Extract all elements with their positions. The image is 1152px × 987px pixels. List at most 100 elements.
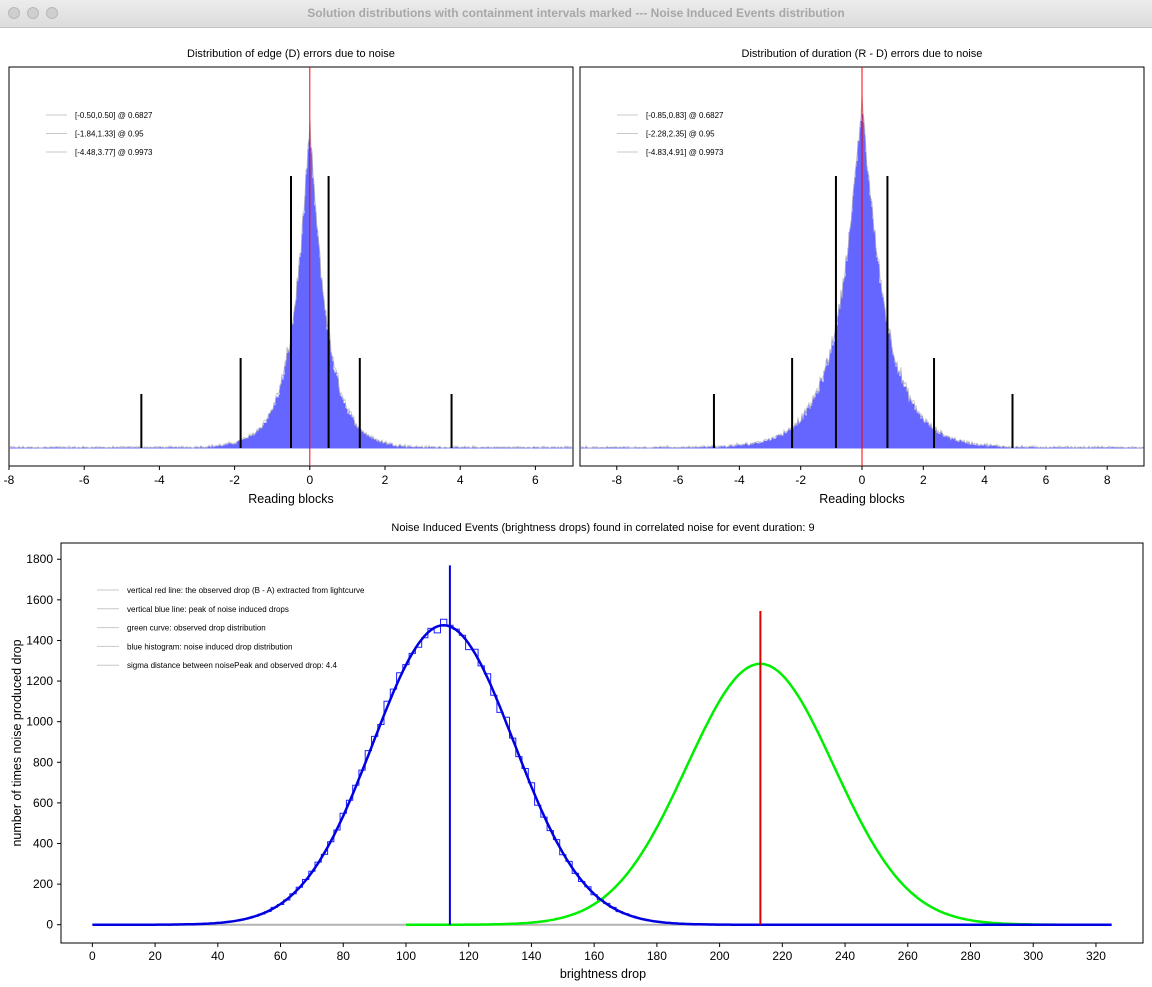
histogram-bar: [606, 447, 608, 448]
histogram-bar: [899, 376, 901, 448]
histogram-bar: [248, 435, 250, 448]
close-window-button[interactable]: [8, 7, 20, 19]
histogram-bar: [404, 445, 406, 448]
histogram-bar: [337, 377, 339, 448]
histogram-bar: [998, 446, 1000, 448]
histogram-bar: [731, 445, 733, 448]
histogram-bar: [872, 218, 874, 448]
histogram-bar: [989, 445, 991, 448]
histogram-bar: [781, 435, 783, 448]
legend-entry: [-4.83,4.91] @ 0.9973: [646, 148, 724, 157]
histogram-bar: [1111, 447, 1113, 448]
histogram-bar: [1097, 447, 1099, 448]
dist-chart-1: Distribution of edge (D) errors due to n…: [4, 48, 574, 506]
histogram-bar: [655, 446, 657, 448]
histogram-bar: [800, 420, 802, 448]
histogram-bar: [272, 408, 274, 448]
histogram-bar: [799, 421, 801, 448]
histogram-bar: [468, 447, 470, 448]
histogram-bar: [965, 443, 967, 448]
histogram-bar: [986, 444, 988, 448]
histogram-bar: [732, 446, 734, 448]
minimize-window-button[interactable]: [27, 7, 39, 19]
histogram-bar: [802, 419, 804, 448]
chart-title: Distribution of duration (R - D) errors …: [742, 48, 983, 60]
histogram-bar: [231, 444, 233, 448]
histogram-bar: [845, 257, 847, 448]
histogram-bar: [919, 413, 921, 448]
zoom-window-button[interactable]: [46, 7, 58, 19]
histogram-bar: [472, 447, 474, 448]
histogram-bar: [229, 442, 231, 448]
legend-entry: [-1.84,1.33] @ 0.95: [75, 130, 144, 139]
legend-entry: [-4.48,3.77] @ 0.9973: [75, 148, 153, 157]
histogram-bar: [691, 447, 693, 448]
histogram-bar: [214, 446, 216, 448]
histogram-bar: [794, 425, 796, 448]
histogram-bar: [846, 260, 848, 448]
histogram-bar: [756, 443, 758, 448]
histogram-bar: [249, 435, 251, 448]
histogram-bar: [112, 447, 114, 448]
histogram-bar: [745, 443, 747, 448]
noise-events-chart: Noise Induced Events (brightness drops) …: [10, 522, 1144, 981]
window-title: Solution distributions with containment …: [307, 6, 845, 20]
x-tick-label: -2: [795, 473, 806, 487]
histogram-bar: [245, 437, 247, 448]
histogram-bar: [820, 378, 822, 448]
histogram-bar: [708, 446, 710, 448]
histogram-bar: [728, 446, 730, 448]
histogram-bar: [856, 160, 858, 448]
histogram-bar: [294, 305, 296, 448]
histogram-bar: [205, 447, 207, 448]
histogram-bar: [837, 315, 839, 448]
histogram-bar: [746, 443, 748, 448]
histogram-bar: [983, 444, 985, 448]
legend-entry: [-0.85,0.83] @ 0.6827: [646, 111, 724, 120]
histogram-bar: [841, 297, 843, 448]
histogram-bar: [278, 394, 280, 448]
histogram-bar: [895, 366, 897, 448]
histogram-bar: [769, 440, 771, 448]
histogram-bar: [738, 444, 740, 448]
histogram-bar: [271, 409, 273, 448]
histogram-bar: [400, 445, 402, 448]
histogram-bar: [386, 444, 388, 448]
histogram-bar: [766, 440, 768, 448]
histogram-bar: [797, 420, 799, 448]
histogram-bar: [938, 433, 940, 448]
histogram-bar: [667, 447, 669, 448]
histogram-bar: [391, 443, 393, 448]
histogram-bar: [360, 429, 362, 448]
histogram-bar: [925, 420, 927, 448]
histogram-bar: [700, 447, 702, 448]
histogram-bar: [980, 444, 982, 448]
histogram-bar: [644, 447, 646, 448]
histogram-bar: [611, 447, 613, 448]
histogram-bar: [246, 437, 248, 448]
histogram-bar: [293, 311, 295, 448]
x-tick-label: 120: [459, 949, 479, 963]
histogram-bar: [894, 362, 896, 448]
histogram-bar: [735, 445, 737, 448]
histogram-bar: [930, 424, 932, 448]
histogram-bar: [407, 445, 409, 448]
histogram-bar: [226, 444, 228, 448]
histogram-bar: [364, 434, 366, 448]
histogram-bar: [209, 445, 211, 448]
histogram-bar: [981, 445, 983, 448]
histogram-bar: [220, 445, 222, 448]
histogram-bar: [585, 447, 587, 448]
histogram-bar: [668, 447, 670, 448]
histogram-bar: [966, 442, 968, 448]
histogram-bar: [750, 443, 752, 448]
histogram-bar: [138, 447, 140, 448]
histogram-bar: [945, 435, 947, 448]
histogram-bar: [320, 277, 322, 448]
histogram-bar: [1108, 447, 1110, 448]
x-tick-label: 60: [274, 949, 288, 963]
histogram-bar: [367, 435, 369, 448]
histogram-bar: [496, 447, 498, 448]
legend-entry: sigma distance between noisePeak and obs…: [127, 661, 337, 670]
histogram-bar: [494, 447, 496, 448]
